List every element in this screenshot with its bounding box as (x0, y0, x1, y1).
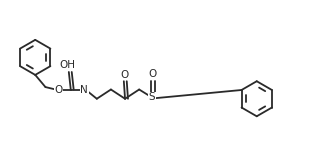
Text: N: N (80, 85, 88, 95)
Text: O: O (121, 70, 129, 80)
Text: OH: OH (60, 60, 76, 70)
Text: O: O (148, 69, 156, 79)
Text: S: S (149, 92, 155, 102)
Text: O: O (54, 85, 63, 95)
